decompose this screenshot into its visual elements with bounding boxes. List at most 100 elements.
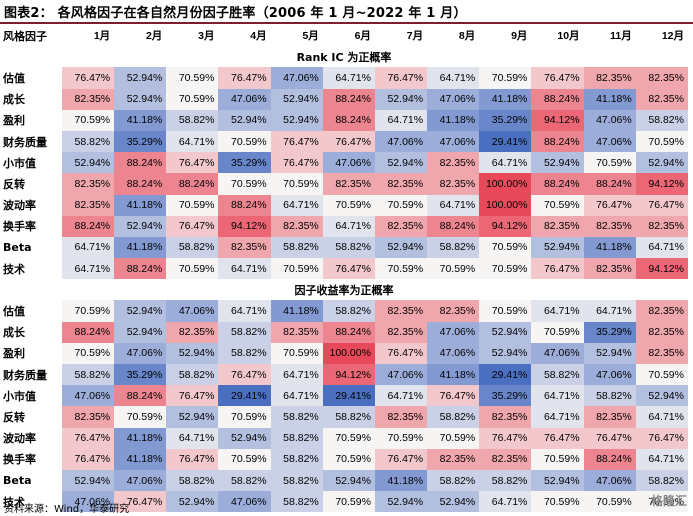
win-rate-cell: 47.06%: [62, 385, 115, 407]
win-rate-cell: 82.35%: [635, 67, 688, 89]
win-rate-cell: 64.71%: [531, 300, 584, 322]
win-rate-cell: 70.59%: [374, 194, 428, 216]
win-rate-cell: 76.47%: [166, 448, 219, 470]
table-row: 反转 82.35% 88.24% 88.24% 70.59% 70.59% 82.35% 82…: [0, 173, 688, 195]
month-header-row: 风格因子 1月 2月 3月 4月 5月 6月 7月 8月 9月 10月 11月 …: [0, 25, 688, 46]
win-rate-cell: 64.71%: [635, 236, 688, 259]
win-rate-cell: 58.82%: [427, 236, 480, 259]
win-rate-cell: 58.82%: [218, 469, 271, 492]
win-rate-cell: 47.06%: [583, 364, 636, 386]
win-rate-cell: 76.47%: [218, 364, 271, 386]
win-rate-cell: 52.94%: [531, 469, 584, 492]
win-rate-cell: 82.35%: [62, 194, 115, 216]
corner-label: 风格因子: [3, 29, 47, 43]
win-rate-cell: 41.18%: [114, 236, 167, 259]
win-rate-cell: 82.35%: [583, 215, 636, 237]
win-rate-cell: 47.06%: [62, 491, 115, 513]
win-rate-cell: 58.82%: [635, 469, 688, 492]
win-rate-cell: 47.06%: [583, 469, 636, 492]
win-rate-cell: 58.82%: [62, 364, 115, 386]
win-rate-cell: 82.35%: [427, 300, 480, 322]
win-rate-cell: 88.24%: [114, 152, 167, 174]
win-rate-cell: 52.94%: [218, 109, 271, 131]
win-rate-cell: 70.59%: [635, 130, 688, 153]
win-rate-cell: 70.59%: [479, 236, 532, 259]
win-rate-cell: 82.35%: [427, 448, 480, 470]
section-heading: Rank IC 为正概率: [296, 50, 392, 64]
month-header: 2月: [145, 30, 163, 43]
win-rate-cell: 88.24%: [62, 215, 115, 237]
month-header: 6月: [354, 30, 371, 43]
win-rate-cell: 64.71%: [374, 109, 428, 131]
win-rate-cell: 76.47%: [531, 427, 584, 449]
win-rate-cell: 82.35%: [374, 321, 428, 343]
win-rate-cell: 58.82%: [270, 448, 323, 470]
win-rate-cell: 52.94%: [427, 491, 480, 513]
win-rate-cell: 52.94%: [635, 385, 688, 407]
win-rate-cell: 41.18%: [114, 427, 167, 449]
win-rate-cell: 47.06%: [427, 130, 480, 153]
win-rate-cell: 64.71%: [531, 406, 584, 428]
win-rate-cell: 88.24%: [531, 130, 584, 153]
table-row: 换手率 76.47% 41.18% 76.47% 70.59% 58.82% 70.59% 7…: [0, 448, 688, 470]
win-rate-cell: 88.24%: [114, 173, 167, 195]
win-rate-cell: 64.71%: [62, 236, 115, 259]
factor-label: 波动率: [3, 432, 36, 446]
win-rate-cell: 41.18%: [583, 236, 636, 259]
win-rate-cell: 58.82%: [531, 364, 584, 386]
win-rate-cell: 58.82%: [322, 300, 375, 322]
win-rate-cell: 52.94%: [270, 109, 323, 131]
win-rate-cell: 76.47%: [166, 215, 219, 237]
win-rate-cell: 41.18%: [114, 448, 167, 470]
win-rate-cell: 82.35%: [479, 406, 532, 428]
win-rate-cell: 100.00%: [479, 194, 532, 216]
win-rate-cell: 41.18%: [427, 364, 480, 386]
win-rate-cell: 47.06%: [114, 469, 167, 492]
month-header: 12月: [661, 30, 684, 43]
win-rate-cell: 58.82%: [322, 406, 375, 428]
table-row: 小市值 52.94% 88.24% 76.47% 35.29% 76.47% 47.06% 5…: [0, 152, 688, 174]
win-rate-cell: 35.29%: [479, 109, 532, 131]
win-rate-cell: 52.94%: [166, 491, 219, 513]
win-rate-cell: 64.71%: [479, 152, 532, 174]
win-rate-cell: 88.24%: [218, 194, 271, 216]
factor-label: 技术: [3, 262, 25, 276]
win-rate-cell: 58.82%: [270, 491, 323, 513]
source-note: 资料来源：Wind，华泰研究: [4, 504, 130, 515]
win-rate-cell: 76.47%: [374, 67, 428, 89]
win-rate-cell: 70.59%: [531, 194, 584, 216]
win-rate-cell: 58.82%: [166, 236, 219, 259]
win-rate-cell: 52.94%: [374, 152, 428, 174]
month-header: 10月: [557, 30, 580, 43]
win-rate-cell: 41.18%: [374, 469, 428, 492]
win-rate-cell: 70.59%: [427, 258, 480, 280]
win-rate-cell: 64.71%: [531, 385, 584, 407]
win-rate-cell: 76.47%: [114, 491, 167, 513]
factor-label: 波动率: [3, 199, 36, 213]
win-rate-cell: 88.24%: [322, 88, 375, 110]
win-rate-cell: 52.94%: [583, 342, 636, 364]
month-header: 7月: [406, 30, 424, 43]
win-rate-cell: 70.59%: [62, 109, 115, 131]
win-rate-cell: 35.29%: [114, 130, 167, 153]
win-rate-cell: 35.29%: [583, 321, 636, 343]
win-rate-cell: 76.47%: [166, 385, 219, 407]
win-rate-cell: 82.35%: [635, 215, 688, 237]
win-rate-cell: 82.35%: [374, 173, 428, 195]
title-divider: [0, 22, 693, 24]
table-row: 盈利 70.59% 47.06% 52.94% 58.82% 70.59% 100.00% 7…: [0, 342, 688, 364]
month-header: 5月: [302, 30, 319, 43]
win-rate-cell: 41.18%: [114, 109, 167, 131]
win-rate-cell: 52.94%: [531, 236, 584, 259]
factor-label: 财务质量: [3, 135, 47, 149]
win-rate-cell: 58.82%: [62, 130, 115, 153]
win-rate-cell: 70.59%: [270, 258, 323, 280]
win-rate-cell: 52.94%: [374, 491, 428, 513]
win-rate-cell: 76.47%: [583, 194, 636, 216]
table-row: Beta 52.94% 47.06% 58.82% 58.82% 58.82% 52.94%…: [0, 469, 688, 492]
win-rate-cell: 52.94%: [62, 152, 115, 174]
month-header: 1月: [93, 30, 111, 43]
win-rate-cell: 47.06%: [270, 67, 323, 89]
win-rate-cell: 76.47%: [583, 427, 636, 449]
win-rate-cell: 70.59%: [62, 342, 115, 364]
